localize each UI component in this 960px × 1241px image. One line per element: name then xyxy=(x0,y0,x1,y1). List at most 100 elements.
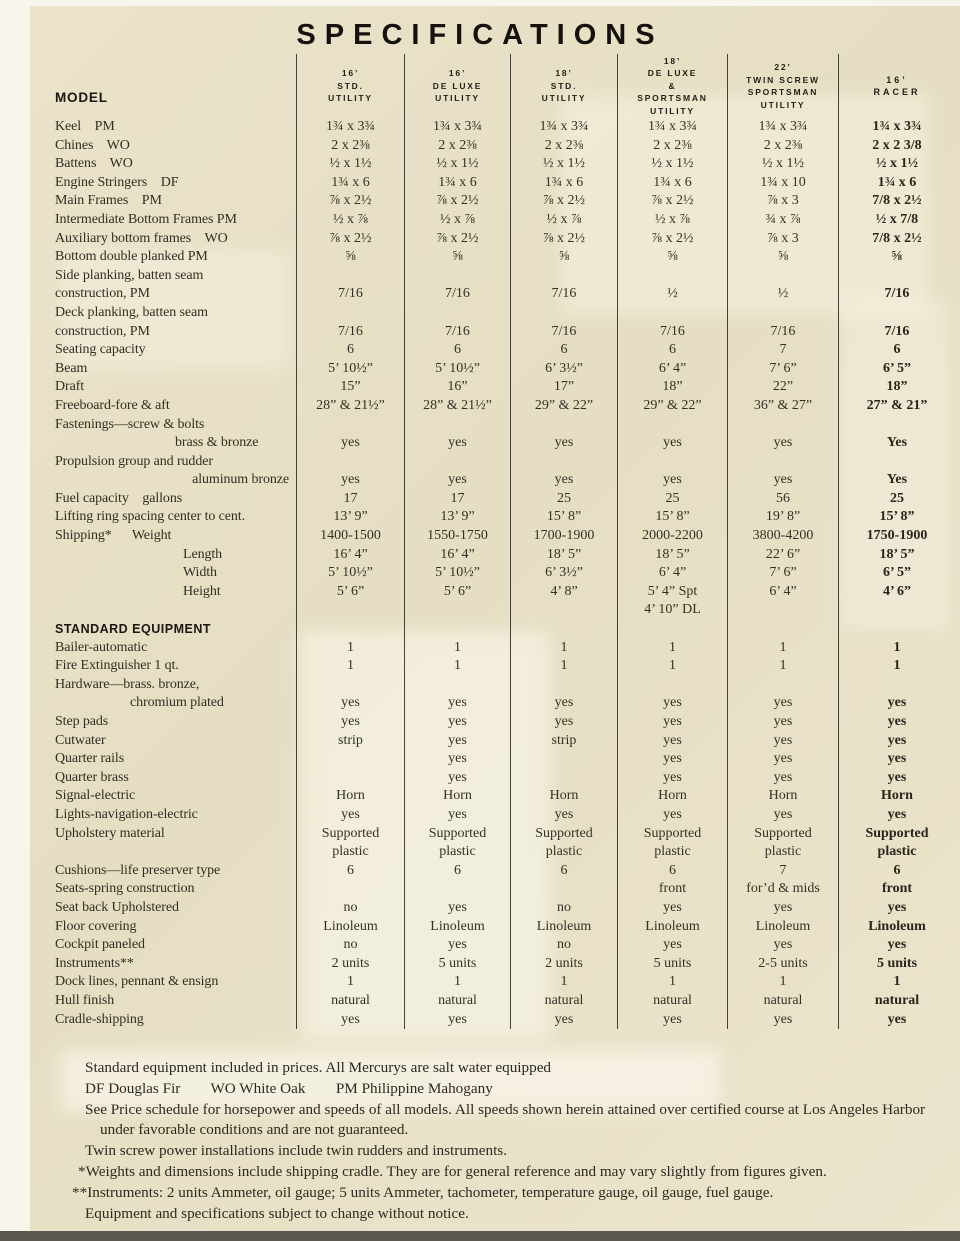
spec-cell: yes xyxy=(617,936,727,955)
row-label: Lifting ring spacing center to cent. xyxy=(55,509,246,525)
spec-cell: yes xyxy=(404,898,510,918)
footnote-abbreviations: DF Douglas Fir WO White Oak PM Philippin… xyxy=(85,1079,493,1097)
spec-cell: 7’ 6” xyxy=(727,564,838,583)
page-title: SPECIFICATIONS xyxy=(296,19,664,51)
spec-cell: yes xyxy=(617,434,727,453)
footnote-line: Twin screw power installations include t… xyxy=(85,1142,507,1160)
spec-cell xyxy=(838,266,955,286)
spec-cell xyxy=(510,620,617,639)
row-label: Engine Stringers DF xyxy=(55,174,179,190)
spec-cell: 16” xyxy=(404,378,510,397)
spec-cell: yes xyxy=(838,768,955,788)
spec-cell xyxy=(617,415,727,435)
spec-cell: ½ xyxy=(727,285,838,304)
row-label: Fastenings—screw & bolts xyxy=(55,416,205,432)
table-row: chromium plated yes yes yes yes yes yes xyxy=(50,694,955,713)
table-row: Upholstery material Supported plastic Supp… xyxy=(50,824,955,862)
spec-cell: yes xyxy=(838,936,955,955)
table-row: Fire Extinguisher 1 qt. 1 1 1 1 1 1 xyxy=(50,657,955,676)
row-label: Propulsion group and rudder xyxy=(55,453,213,469)
spec-cell: 6 xyxy=(296,341,404,360)
spec-cell: ½ x ⅞ xyxy=(617,210,727,230)
spec-cell xyxy=(727,266,838,286)
table-row: Shipping* Weight 1400-1500 1550-1750 1700-1… xyxy=(50,527,955,546)
row-label: Height xyxy=(183,583,221,599)
spec-cell xyxy=(510,266,617,286)
spec-cell: yes xyxy=(727,1010,838,1030)
footnote-line: Standard equipment included in prices. A… xyxy=(85,1059,552,1076)
row-label: Seat back Upholstered xyxy=(55,899,179,915)
spec-cell: 13’ 9” xyxy=(404,508,510,528)
spec-cell: yes xyxy=(404,694,510,713)
spec-cell: ⅞ x 2½ xyxy=(404,229,510,249)
spec-cell: natural xyxy=(296,991,404,1011)
spec-cell: yes xyxy=(727,713,838,732)
row-label: Width xyxy=(183,565,217,581)
row-label: Chines WO xyxy=(55,137,130,153)
spec-cell: ½ xyxy=(617,285,727,304)
table-row: Beam 5’ 10½” 5’ 10½” 6’ 3½” 6’ 4” 7’ 6” 6’ 5” xyxy=(50,359,955,379)
spec-cell: no xyxy=(510,898,617,918)
column-header-18-deluxe-sportsman: 18’ DE LUXE & SPORTSMAN UTILITY xyxy=(617,54,727,118)
spec-cell: 1¾ x 6 xyxy=(617,173,727,193)
spec-cell: 1 xyxy=(510,657,617,676)
table-row: Hardware—brass. bronze, xyxy=(50,675,955,695)
spec-cell: ½ x 1½ xyxy=(510,155,617,174)
spec-cell: yes xyxy=(404,713,510,732)
spec-cell: 36” & 27” xyxy=(727,396,838,416)
spec-cell: Horn xyxy=(617,787,727,806)
row-label: Cockpit paneled xyxy=(55,937,145,953)
spec-cell: 1¾ x 6 xyxy=(510,173,617,193)
spec-cell: 1 xyxy=(404,973,510,992)
model-header: MODEL xyxy=(55,90,108,105)
spec-cell: 5’ 10½” xyxy=(404,359,510,379)
spec-cell: 18” xyxy=(838,378,955,397)
spec-cell: 1400-1500 xyxy=(296,527,404,546)
spec-cell: 3800-4200 xyxy=(727,527,838,546)
spec-cell xyxy=(296,303,404,323)
table-row: Step pads yes yes yes yes yes yes xyxy=(50,713,955,732)
spec-cell: yes xyxy=(404,434,510,453)
spec-cell xyxy=(510,675,617,695)
spec-cell: 25 xyxy=(510,489,617,509)
table-row: Floor covering Linoleum Linoleum Linoleum Li… xyxy=(50,917,955,937)
table-row: Lights-navigation-electric yes yes yes yes ye… xyxy=(50,805,955,825)
row-label: chromium plated xyxy=(130,695,224,711)
spec-cell: 5’ 10½” xyxy=(296,564,404,583)
row-label: Length xyxy=(183,546,223,562)
spec-cell xyxy=(838,452,955,472)
spec-cell: 22’ 6” xyxy=(727,545,838,565)
spec-cell: yes xyxy=(617,713,727,732)
spec-cell xyxy=(510,415,617,435)
spec-cell: Horn xyxy=(404,787,510,806)
spec-cell: 7 xyxy=(727,341,838,360)
spec-cell: 18’ 5” xyxy=(838,545,955,565)
row-label: Beam xyxy=(55,360,88,376)
row-label: Dock lines, pennant & ensign xyxy=(55,974,219,990)
spec-cell: 15” xyxy=(296,378,404,397)
spec-cell: 18” xyxy=(617,378,727,397)
row-label: brass & bronze xyxy=(175,435,259,451)
column-header-16-std-utility: 16’ STD. UTILITY xyxy=(296,54,404,118)
spec-cell: Horn xyxy=(296,787,404,806)
spec-cell xyxy=(296,750,404,769)
row-label: Main Frames PM xyxy=(55,193,162,209)
spec-cell: 1 xyxy=(296,973,404,992)
spec-cell: ⅞ x 2½ xyxy=(296,192,404,211)
spec-cell: ⅝ xyxy=(838,248,955,267)
row-label: Hardware—brass. bronze, xyxy=(55,676,200,692)
row-label: Quarter brass xyxy=(55,769,129,785)
spec-cell: no xyxy=(296,936,404,955)
spec-cell: 1 xyxy=(727,973,838,992)
spec-cell xyxy=(296,880,404,899)
spec-cell: yes xyxy=(510,471,617,490)
table-row: Seats-spring construction front for’d & mi… xyxy=(50,880,955,899)
spec-cell: natural xyxy=(727,991,838,1011)
spec-cell: 7/16 xyxy=(296,322,404,342)
section-heading: STANDARD EQUIPMENT xyxy=(55,622,211,637)
spec-cell: 7/16 xyxy=(727,322,838,342)
table-row: Cockpit paneled no yes no yes yes yes xyxy=(50,936,955,955)
spec-cell: yes xyxy=(296,694,404,713)
spec-cell: ⅝ xyxy=(727,248,838,267)
